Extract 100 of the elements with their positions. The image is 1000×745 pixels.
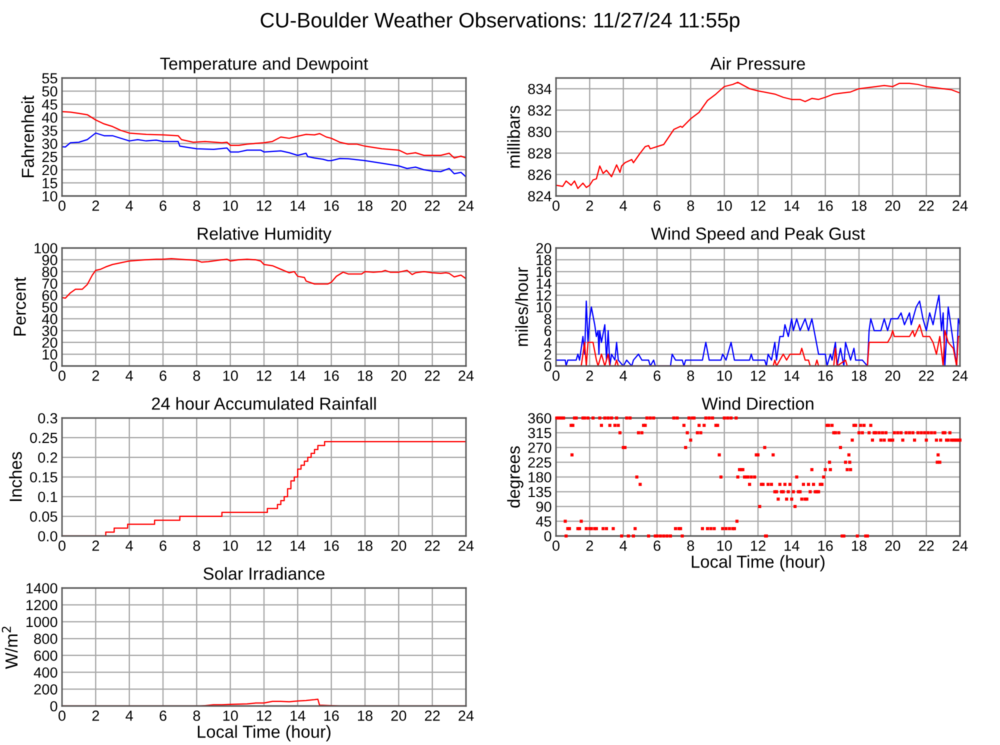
x-tick-label: 24	[458, 540, 474, 551]
x-tick-label: 24	[458, 710, 474, 721]
x-tick-label: 18	[358, 710, 372, 721]
x-tick-label: 6	[160, 370, 166, 381]
line-series	[556, 82, 960, 190]
x-tick-label: 14	[290, 540, 306, 551]
x-tick-label: 14	[784, 200, 800, 211]
y-tick-label: 0.3	[38, 413, 58, 424]
x-tick-label: 10	[717, 200, 732, 211]
chart-title: Solar Irradiance	[204, 567, 325, 580]
x-tick-label: 20	[391, 540, 406, 551]
x-tick-label: 2	[586, 370, 593, 381]
y-tick-label: 15	[42, 178, 58, 188]
y-tick-label: 18	[536, 254, 552, 266]
x-tick-label: 0	[58, 200, 66, 211]
x-tick-label: 14	[784, 370, 800, 381]
y-tick-label: 6	[544, 326, 552, 336]
y-tick-label: 0	[50, 361, 58, 372]
y-tick-label: 270	[528, 442, 552, 453]
x-tick-label: 4	[620, 200, 627, 211]
y-tick-label: 828	[528, 148, 552, 159]
y-tick-label: 90	[536, 502, 552, 512]
y-axis-title: degrees	[507, 446, 524, 508]
y-tick-label: 100	[34, 243, 58, 254]
y-tick-label: 20	[42, 164, 58, 176]
y-tick-label: 0.2	[38, 452, 58, 463]
x-tick-label: 14	[290, 200, 306, 211]
y-tick-label: 30	[42, 138, 58, 149]
x-tick-label: 8	[687, 540, 694, 551]
x-tick-label: 10	[717, 370, 732, 381]
x-tick-label: 16	[818, 370, 833, 381]
x-tick-label: 6	[160, 200, 166, 211]
y-tick-label: 0.0	[38, 531, 58, 542]
x-tick-label: 20	[391, 710, 406, 721]
chart-title: Air Pressure	[710, 57, 805, 70]
x-tick-label: 2	[92, 200, 99, 211]
x-tick-label: 8	[687, 370, 694, 381]
chart-title: Wind Direction	[702, 397, 814, 410]
x-tick-label: 6	[654, 370, 660, 381]
x-tick-label: 14	[290, 370, 306, 381]
y-tick-label: 0.25	[30, 432, 58, 444]
x-tick-label: 0	[552, 540, 560, 551]
x-tick-label: 0	[58, 540, 66, 551]
x-axis-title: Local Time (hour)	[198, 725, 330, 742]
y-tick-label: 35	[42, 126, 58, 136]
x-tick-label: 4	[126, 370, 133, 381]
x-tick-label: 12	[751, 200, 766, 211]
x-tick-label: 2	[92, 540, 99, 551]
x-tick-label: 22	[424, 540, 440, 551]
y-axis-title: Inches	[9, 452, 22, 501]
y-tick-label: 50	[42, 86, 58, 97]
y-tick-label: 0	[50, 701, 58, 712]
x-tick-label: 4	[126, 710, 133, 721]
x-tick-label: 22	[424, 200, 440, 211]
y-tick-label: 4	[544, 338, 552, 348]
y-tick-label: 400	[34, 667, 58, 678]
x-tick-label: 18	[358, 370, 372, 381]
x-tick-label: 2	[586, 540, 593, 551]
x-tick-label: 0	[552, 370, 560, 381]
x-tick-label: 2	[586, 200, 593, 211]
chart-title: Temperature and Dewpoint	[160, 57, 368, 74]
y-tick-label: 0.1	[38, 492, 58, 502]
x-tick-label: 4	[126, 540, 133, 551]
x-tick-label: 6	[160, 710, 166, 721]
x-tick-label: 10	[223, 710, 238, 721]
x-tick-label: 0	[552, 200, 560, 211]
x-tick-label: 12	[751, 540, 766, 551]
x-tick-label: 6	[654, 540, 660, 551]
y-tick-label: 40	[42, 314, 58, 324]
y-tick-label: 45	[536, 516, 552, 527]
y-tick-label: 824	[528, 191, 552, 202]
x-tick-label: 22	[424, 370, 440, 381]
x-tick-label: 16	[818, 200, 833, 211]
x-tick-label: 12	[257, 200, 272, 211]
line-series	[62, 110, 466, 159]
y-tick-label: 600	[34, 650, 58, 661]
y-tick-label: 0.05	[30, 511, 58, 522]
y-tick-label: 0	[544, 361, 552, 372]
y-tick-label: 20	[42, 338, 58, 348]
x-tick-label: 8	[193, 710, 200, 721]
x-tick-label: 8	[687, 200, 694, 211]
x-tick-label: 18	[852, 200, 866, 211]
x-tick-label: 8	[193, 370, 200, 381]
y-tick-label: 10	[536, 302, 552, 312]
y-tick-label: 225	[528, 457, 552, 468]
x-tick-label: 14	[784, 540, 800, 551]
x-tick-label: 8	[193, 540, 200, 551]
y-tick-label: 360	[528, 413, 552, 424]
y-tick-label: 135	[528, 486, 552, 498]
x-tick-label: 24	[458, 200, 474, 211]
line-series	[62, 258, 466, 299]
chart-title: 24 hour Accumulated Rainfall	[152, 397, 376, 410]
x-tick-label: 22	[424, 710, 440, 721]
y-tick-label: 20	[536, 243, 552, 254]
line-series	[62, 132, 466, 178]
x-axis-title: Local Time (hour)	[692, 555, 824, 572]
x-tick-label: 10	[223, 200, 238, 211]
x-tick-label: 2	[92, 370, 99, 381]
y-tick-label: 16	[536, 266, 552, 278]
x-tick-label: 24	[458, 370, 474, 381]
